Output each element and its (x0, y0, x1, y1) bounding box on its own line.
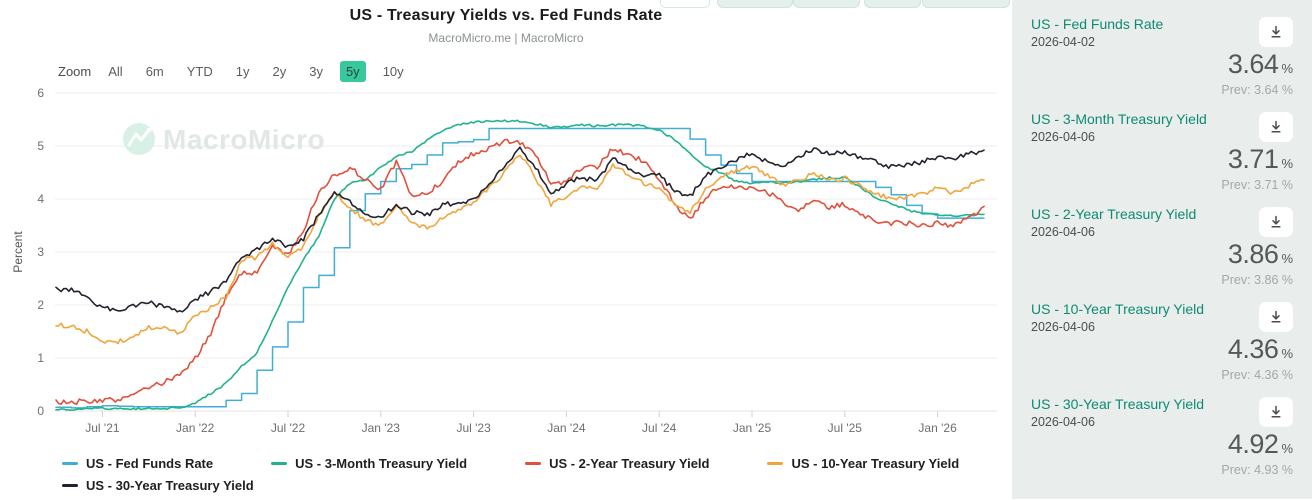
svg-text:Jul '23: Jul '23 (456, 421, 491, 435)
zoom-button-2y[interactable]: 2y (272, 64, 287, 79)
series-tab-strip (0, 0, 1012, 8)
legend-item-2-year[interactable]: US - 2-Year Treasury Yield (525, 456, 709, 471)
series-date: 2026-04-06 (1031, 320, 1095, 334)
download-button[interactable] (1259, 397, 1293, 427)
series-prev-value: Prev: 4.36 % (1221, 368, 1293, 382)
series-tab-stub[interactable] (660, 0, 710, 8)
download-icon (1271, 405, 1281, 418)
series-tab-stub[interactable] (717, 0, 793, 8)
series-link[interactable]: US - 10-Year Treasury Yield (1031, 301, 1205, 317)
series-date: 2026-04-06 (1031, 130, 1095, 144)
series-tab-stub[interactable] (864, 0, 921, 8)
zoom-button-ytd[interactable]: YTD (186, 64, 213, 79)
series-date: 2026-04-06 (1031, 415, 1095, 429)
series-prev-value: Prev: 3.86 % (1221, 273, 1293, 287)
svg-text:Jul '21: Jul '21 (85, 421, 120, 435)
svg-text:Jan '24: Jan '24 (547, 421, 586, 435)
thirty-year-line-marker (62, 484, 78, 487)
series-tab-stub[interactable] (922, 0, 1010, 8)
legend-item-10-year[interactable]: US - 10-Year Treasury Yield (767, 456, 959, 471)
series-tab-stub[interactable] (793, 0, 860, 8)
three-month-line-marker (271, 462, 288, 465)
page-title: US - Treasury Yields vs. Fed Funds Rate (349, 7, 663, 24)
series-link[interactable]: US - 3-Month Treasury Yield (1031, 111, 1207, 127)
svg-text:Jul '25: Jul '25 (828, 421, 863, 435)
series-latest-value: 4.36% (1227, 334, 1293, 364)
svg-text:Jan '26: Jan '26 (918, 421, 957, 435)
fed-funds-line-marker (62, 462, 78, 465)
stat-card-fed-funds: US - Fed Funds Rate 2026-04-02 3.64% Pre… (1012, 9, 1312, 104)
svg-text:Jan '22: Jan '22 (176, 421, 215, 435)
series-link[interactable]: US - 2-Year Treasury Yield (1031, 206, 1197, 222)
svg-text:6: 6 (37, 86, 44, 100)
ten-year-line-marker (767, 462, 784, 465)
legend-item-30-year[interactable]: US - 30-Year Treasury Yield (62, 478, 254, 493)
zoom-label: Zoom (58, 64, 92, 79)
legend-label: US - 3-Month Treasury Yield (295, 456, 468, 471)
stat-card-30-year: US - 30-Year Treasury Yield 2026-04-06 4… (1012, 389, 1312, 484)
series-latest-value: 3.64% (1227, 49, 1293, 79)
series-date: 2026-04-02 (1031, 35, 1095, 49)
svg-text:4: 4 (37, 192, 44, 206)
chart-panel: US - Treasury Yields vs. Fed Funds Rate … (0, 0, 1012, 500)
svg-text:Jul '22: Jul '22 (271, 421, 306, 435)
series-latest-value: 4.92% (1227, 429, 1293, 459)
legend-label: US - 30-Year Treasury Yield (86, 478, 254, 493)
treasury-yields-chart-plot[interactable]: 0 1 2 3 4 5 6 Percent Jul '21 Jan '22 Jul '22 Jan '… (0, 0, 1012, 448)
download-icon (1271, 310, 1281, 323)
download-button[interactable] (1259, 207, 1293, 237)
download-icon (1271, 215, 1281, 228)
zoom-button-6m[interactable]: 6m (145, 64, 164, 79)
series-prev-value: Prev: 3.64 % (1221, 83, 1293, 97)
legend-label: US - 2-Year Treasury Yield (549, 456, 710, 471)
svg-text:0: 0 (37, 404, 44, 418)
download-icon (1271, 25, 1281, 38)
two-year-line-marker (525, 462, 542, 465)
series-stats-sidebar: US - Fed Funds Rate 2026-04-02 3.64% Pre… (1012, 0, 1312, 499)
svg-text:MacroMicro: MacroMicro (163, 124, 325, 155)
legend-label: US - 10-Year Treasury Yield (791, 456, 960, 471)
stat-card-3-month: US - 3-Month Treasury Yield 2026-04-06 3… (1012, 104, 1312, 199)
chart-legend: US - Fed Funds Rate US - 3-Month Treasur… (62, 456, 962, 500)
stat-card-10-year: US - 10-Year Treasury Yield 2026-04-06 4… (1012, 294, 1312, 389)
zoom-button-5y[interactable]: 5y (339, 61, 366, 82)
zoom-button-1y[interactable]: 1y (235, 64, 250, 79)
svg-text:3: 3 (37, 245, 44, 259)
series-prev-value: Prev: 3.71 % (1221, 178, 1293, 192)
legend-item-3-month[interactable]: US - 3-Month Treasury Yield (271, 456, 467, 471)
zoom-button-3y[interactable]: 3y (309, 64, 323, 79)
series-link[interactable]: US - 30-Year Treasury Yield (1031, 396, 1205, 412)
series-latest-value: 3.71% (1227, 144, 1293, 174)
svg-text:2: 2 (37, 298, 44, 312)
zoom-button-all[interactable]: All (108, 64, 123, 79)
stat-card-2-year: US - 2-Year Treasury Yield 2026-04-06 3.… (1012, 199, 1312, 294)
svg-text:5: 5 (37, 139, 44, 153)
svg-text:Jan '23: Jan '23 (362, 421, 401, 435)
svg-text:Percent: Percent (11, 231, 25, 273)
series-latest-value: 3.86% (1227, 239, 1293, 269)
series-link[interactable]: US - Fed Funds Rate (1031, 16, 1164, 32)
series-date: 2026-04-06 (1031, 225, 1095, 239)
svg-text:Jul '24: Jul '24 (642, 421, 677, 435)
download-button[interactable] (1259, 17, 1293, 47)
svg-text:1: 1 (37, 351, 44, 365)
svg-text:Jan '25: Jan '25 (733, 421, 772, 435)
zoom-toolbar: Zoom All 6m YTD 1y 2y 3y 5y 10y (58, 61, 410, 82)
download-button[interactable] (1259, 112, 1293, 142)
series-prev-value: Prev: 4.93 % (1221, 463, 1293, 477)
legend-item-fed-funds[interactable]: US - Fed Funds Rate (62, 456, 213, 471)
download-button[interactable] (1259, 302, 1293, 332)
zoom-button-10y[interactable]: 10y (382, 64, 404, 79)
chart-subtitle: MacroMicro.me | MacroMicro (428, 31, 584, 45)
legend-label: US - Fed Funds Rate (86, 456, 214, 471)
download-icon (1271, 120, 1281, 133)
